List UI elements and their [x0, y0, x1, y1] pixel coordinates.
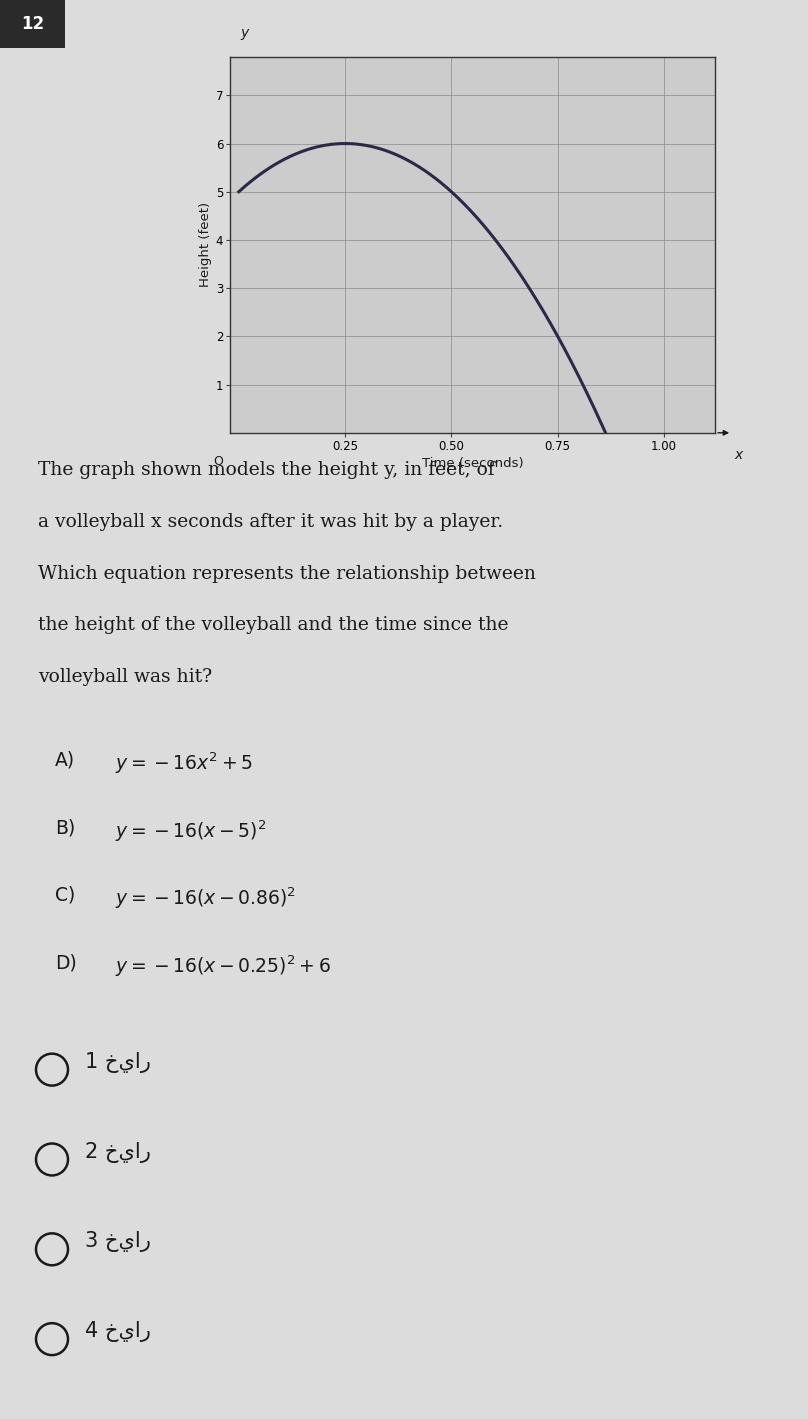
Text: A): A) [55, 751, 75, 769]
Text: $y=-16(x-0.86)^{2}$: $y=-16(x-0.86)^{2}$ [115, 885, 296, 911]
Text: 4 خيار: 4 خيار [85, 1321, 151, 1342]
Text: $y=-16x^{2}+5$: $y=-16x^{2}+5$ [115, 751, 253, 776]
Text: 12: 12 [21, 16, 44, 33]
X-axis label: Time (seconds): Time (seconds) [422, 457, 524, 470]
Text: 2 خيار: 2 خيار [85, 1141, 151, 1162]
Text: C): C) [55, 885, 75, 905]
Text: $x$: $x$ [734, 448, 745, 461]
Text: $y=-16(x-5)^{2}$: $y=-16(x-5)^{2}$ [115, 819, 267, 843]
Text: a volleyball x seconds after it was hit by a player.: a volleyball x seconds after it was hit … [38, 512, 503, 531]
Y-axis label: Height (feet): Height (feet) [199, 203, 212, 287]
Text: Which equation represents the relationship between: Which equation represents the relationsh… [38, 565, 536, 583]
Text: The graph shown models the height y, in feet, of: The graph shown models the height y, in … [38, 461, 494, 478]
Text: 1 خيار: 1 خيار [85, 1051, 151, 1073]
Text: D): D) [55, 954, 77, 973]
Text: the height of the volleyball and the time since the: the height of the volleyball and the tim… [38, 616, 508, 634]
Text: O: O [213, 455, 223, 468]
Text: $y$: $y$ [240, 27, 250, 41]
Text: $y=-16(x-0.25)^{2}+6$: $y=-16(x-0.25)^{2}+6$ [115, 954, 330, 979]
Text: B): B) [55, 819, 75, 837]
Text: volleyball was hit?: volleyball was hit? [38, 668, 213, 687]
Text: 3 خيار: 3 خيار [85, 1232, 151, 1253]
